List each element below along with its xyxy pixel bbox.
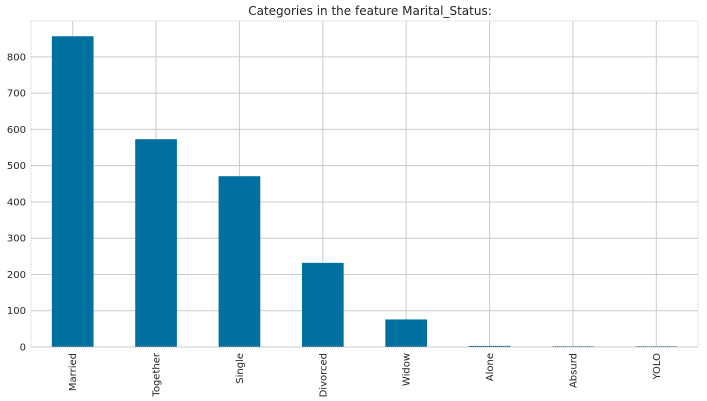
x-tick-label: Absurd	[568, 353, 579, 388]
plot-frame	[30, 20, 699, 348]
y-tick-label: 400	[7, 197, 26, 208]
y-tick-label: 300	[7, 234, 26, 245]
y-tick-label: 0	[20, 343, 26, 354]
x-tick-label: Single	[235, 353, 246, 384]
bars	[51, 36, 678, 347]
bar-alone	[468, 345, 511, 347]
x-tick-label: Married	[68, 353, 79, 391]
bar-divorced	[301, 262, 344, 347]
bar-widow	[385, 319, 428, 347]
gridlines	[31, 21, 698, 348]
x-tick-label: Alone	[485, 353, 496, 381]
y-tick-label: 200	[7, 270, 26, 281]
y-tick-label: 600	[7, 125, 26, 136]
x-tick-label: YOLO	[652, 353, 663, 381]
x-tick-label: Divorced	[318, 353, 329, 397]
y-axis-ticks: 0 100 200 300 400 500 600 700 800	[7, 52, 26, 353]
x-tick-label: Together	[152, 352, 163, 397]
y-tick-label: 100	[7, 306, 26, 317]
y-tick-label: 700	[7, 89, 26, 100]
chart-title: Categories in the feature Marital_Status…	[248, 4, 492, 18]
x-axis-ticks: Married Together Single Divorced Widow Alone A…	[68, 352, 663, 397]
bar-together	[135, 139, 177, 347]
bar-single	[218, 176, 261, 347]
bar-married	[51, 36, 94, 347]
y-tick-label: 500	[7, 161, 26, 172]
y-tick-label: 800	[7, 52, 26, 63]
x-tick-label: Widow	[402, 353, 413, 386]
